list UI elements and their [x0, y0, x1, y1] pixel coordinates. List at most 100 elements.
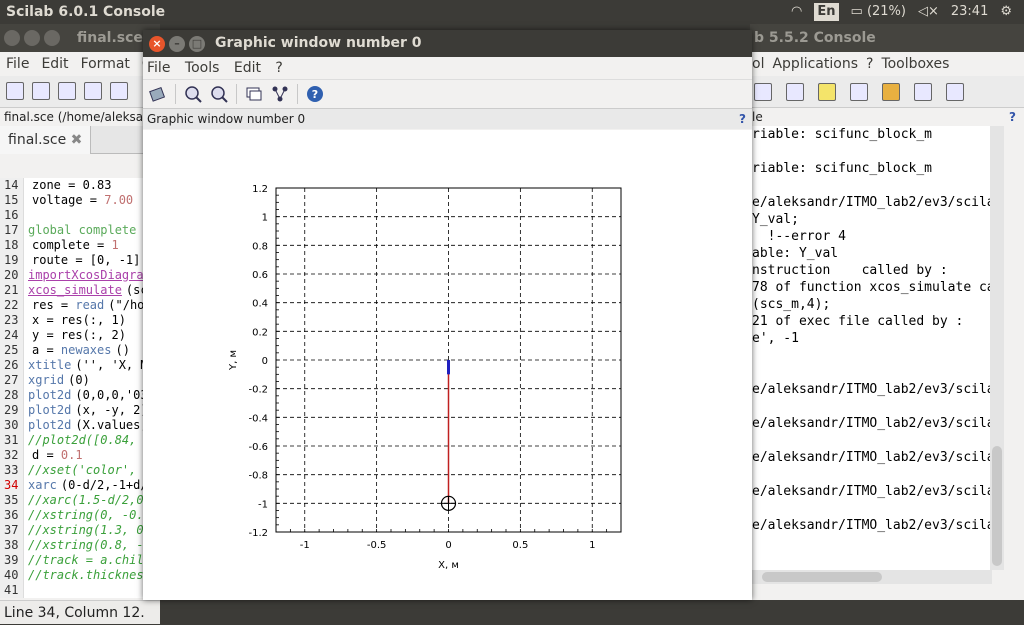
code-line[interactable]: 30 plot2d (X.values,	[0, 418, 160, 433]
code-editor[interactable]: 14 zone = 0.83 15 voltage = 7.00 16 17 global …	[0, 178, 160, 598]
tab-final-sce[interactable]: final.sce ✖	[0, 126, 92, 154]
wifi-icon[interactable]: ◠	[791, 4, 803, 19]
code-token: (X.values,	[75, 418, 148, 432]
console-output[interactable]: riable: scifunc_block_m riable: scifunc_b…	[750, 126, 990, 570]
xcos-icon[interactable]	[914, 83, 932, 101]
console-horizontal-scrollbar[interactable]	[752, 570, 992, 584]
code-line[interactable]: 28 plot2d (0,0,0,'03	[0, 388, 160, 403]
code-line[interactable]: 26 xtitle ('', 'X, M	[0, 358, 160, 373]
rotate-icon[interactable]	[149, 85, 167, 103]
plot-svg[interactable]: -1 -0.5 0 0.5 1 1.2 1 0.8 0.6 0.4 0.2 0 -0.2 -0.4 -0.6…	[143, 130, 752, 600]
console-menubar: ol Applications? Toolboxes	[750, 52, 1024, 76]
keyboard-layout[interactable]: En	[814, 3, 839, 21]
code-line[interactable]: 25 a = newaxes()	[0, 343, 160, 358]
module-manager-icon[interactable]	[882, 83, 900, 101]
console-titlebar[interactable]: b 5.5.2 Console	[750, 24, 1024, 52]
graphic-window-title: Graphic window number 0	[215, 35, 422, 51]
menu-applications[interactable]: Applications	[772, 56, 858, 72]
console-line: able: Y_val	[752, 246, 839, 261]
code-line[interactable]: 38 //xstring(0.8, -0	[0, 538, 160, 553]
menu-edit[interactable]: Edit	[233, 60, 261, 76]
x-tick-label: 0	[445, 540, 451, 551]
minimize-icon[interactable]: –	[169, 36, 185, 52]
code-line[interactable]: 22 res = read ("/home	[0, 298, 160, 313]
battery-indicator[interactable]: ▭ (21%)	[850, 4, 906, 19]
open-file-icon[interactable]	[32, 82, 50, 100]
code-line[interactable]: 23 x = res(:, 1)	[0, 313, 160, 328]
code-token: d =	[32, 448, 61, 462]
code-line[interactable]: 20 importXcosDiagram	[0, 268, 160, 283]
code-line[interactable]: 29 plot2d (x, -y, 2)	[0, 403, 160, 418]
zoom-in-icon[interactable]	[184, 85, 202, 103]
code-text: plot2d (X.values,	[24, 418, 148, 432]
code-line[interactable]: 18 complete = 1	[0, 238, 160, 253]
graphic-titlebar[interactable]: × – □ Graphic window number 0	[143, 30, 752, 57]
clear-console-icon[interactable]	[818, 83, 836, 101]
close-tab-icon[interactable]: ✖	[70, 132, 83, 148]
new-file-icon[interactable]	[6, 82, 24, 100]
menu-tools-partial[interactable]: ol	[752, 56, 765, 72]
code-line[interactable]: 17 global complete	[0, 223, 160, 238]
menu-file[interactable]: File	[6, 56, 30, 72]
console-help-icon[interactable]: ?	[1009, 110, 1016, 124]
edit-axes-icon[interactable]	[271, 85, 289, 103]
code-line[interactable]: 39 //track = a.chil	[0, 553, 160, 568]
menu-help[interactable]: ?	[275, 60, 283, 76]
code-line[interactable]: 16	[0, 208, 160, 223]
code-text: d = 0.1	[24, 448, 83, 462]
menu-format[interactable]: Format	[80, 56, 130, 72]
code-line[interactable]: 33 //xset('color', 5	[0, 463, 160, 478]
menu-edit[interactable]: Edit	[41, 56, 69, 72]
plot-canvas[interactable]: -1 -0.5 0 0.5 1 1.2 1 0.8 0.6 0.4 0.2 0 -0.2 -0.4 -0.6…	[143, 130, 752, 600]
code-line[interactable]: 35 //xarc(1.5-d/2,0	[0, 493, 160, 508]
print-icon[interactable]	[110, 82, 128, 100]
code-line[interactable]: 31 //plot2d([0.84, 0	[0, 433, 160, 448]
code-line[interactable]: 36 //xstring(0, -0.	[0, 508, 160, 523]
code-line[interactable]: 27 xgrid (0)	[0, 373, 160, 388]
code-token: xcos_simulate	[28, 283, 122, 297]
code-line[interactable]: 40 //track.thicknes	[0, 568, 160, 583]
code-line[interactable]: 41	[0, 583, 160, 598]
code-line[interactable]: 34 xarc (0-d/2,-1+d/2	[0, 478, 160, 493]
paste-icon[interactable]	[786, 83, 804, 101]
volume-muted-icon[interactable]: ◁×	[917, 4, 939, 19]
scrollbar-thumb[interactable]	[762, 572, 882, 582]
code-token: voltage =	[32, 193, 105, 207]
menu-file[interactable]: File	[147, 60, 171, 76]
minimize-icon[interactable]	[24, 30, 40, 46]
code-line[interactable]: 15 voltage = 7.00	[0, 193, 160, 208]
editor-title: final.sce (	[76, 30, 155, 46]
maximize-icon[interactable]	[44, 30, 60, 46]
copy-icon[interactable]	[754, 83, 772, 101]
code-line[interactable]: 24 y = res(:, 2)	[0, 328, 160, 343]
graphic-help-icon[interactable]: ?	[739, 112, 746, 126]
code-line[interactable]: 32 d = 0.1	[0, 448, 160, 463]
print-icon[interactable]	[850, 83, 868, 101]
line-number: 27	[4, 373, 19, 387]
close-icon[interactable]: ×	[149, 36, 165, 52]
code-line[interactable]: 19 route = [0, -1]	[0, 253, 160, 268]
datatip-icon[interactable]	[245, 85, 263, 103]
zoom-area-icon[interactable]	[210, 85, 228, 103]
console-vertical-scrollbar[interactable]	[990, 126, 1004, 570]
scrollbar-thumb[interactable]	[992, 446, 1002, 566]
close-icon[interactable]	[4, 30, 20, 46]
maximize-icon[interactable]: □	[189, 36, 205, 52]
save-icon[interactable]	[58, 82, 76, 100]
battery-level: (21%)	[866, 4, 906, 19]
menu-toolboxes[interactable]: Toolboxes	[881, 56, 950, 72]
gear-icon[interactable]: ⚙	[1000, 4, 1012, 19]
menu-tools[interactable]: Tools	[184, 60, 220, 76]
clock[interactable]: 23:41	[950, 4, 989, 19]
menu-help[interactable]: ?	[866, 56, 874, 72]
line-number: 33	[4, 463, 19, 477]
settings-icon[interactable]	[946, 83, 964, 101]
editor-titlebar[interactable]: final.sce (	[0, 24, 160, 52]
console-line	[752, 347, 990, 364]
console-line: e', -1	[752, 331, 799, 346]
code-line[interactable]: 14 zone = 0.83	[0, 178, 160, 193]
code-line[interactable]: 37 //xstring(1.3, 0	[0, 523, 160, 538]
help-icon[interactable]: ?	[306, 85, 324, 103]
code-line[interactable]: 21 xcos_simulate (scs	[0, 283, 160, 298]
save-as-icon[interactable]	[84, 82, 102, 100]
